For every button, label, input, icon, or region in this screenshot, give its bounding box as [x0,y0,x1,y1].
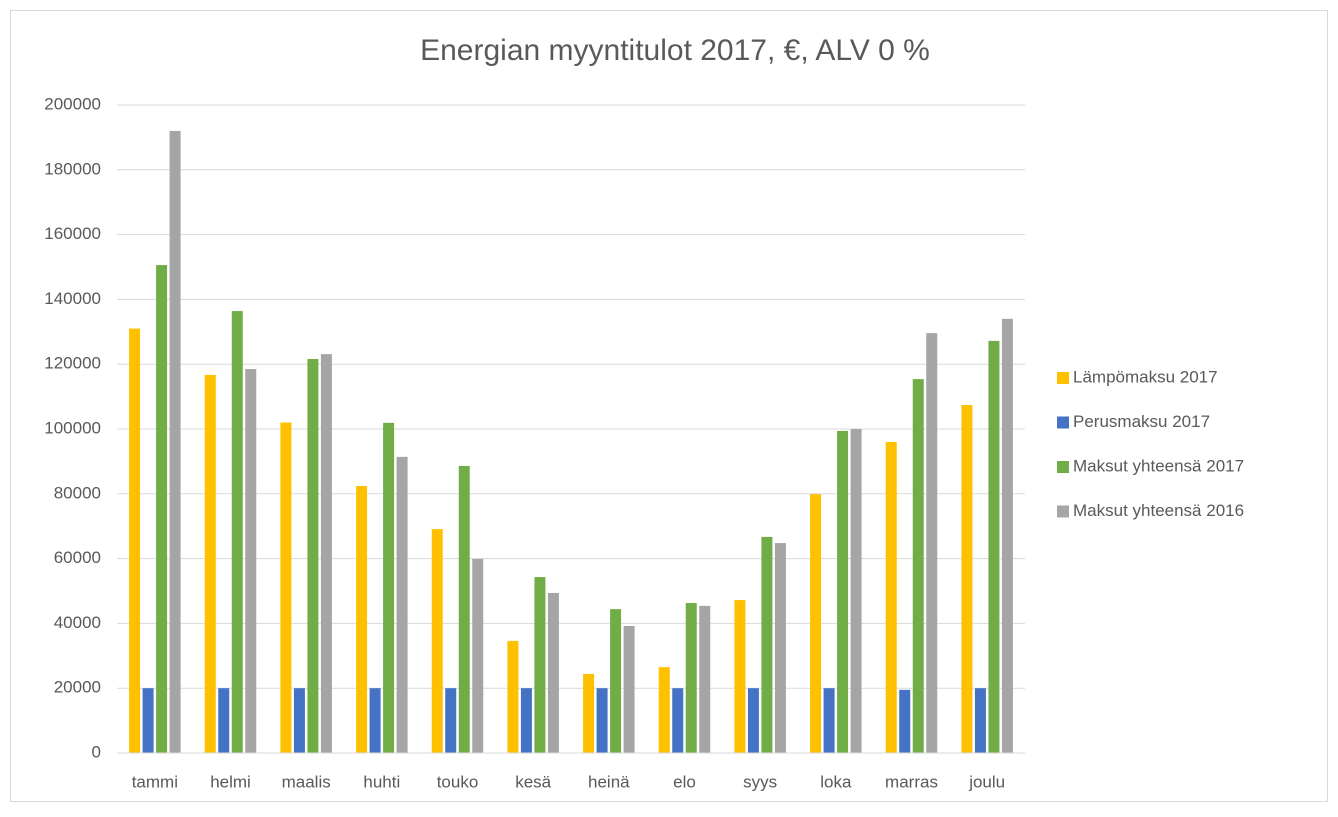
bar [823,688,835,753]
bar [623,625,635,753]
y-tick-label: 80000 [54,483,101,502]
bar [445,688,457,753]
x-tick-label: heinä [588,772,630,791]
x-tick-label: syys [743,772,777,791]
bar [658,667,670,753]
bar [837,430,849,753]
bar [356,486,368,753]
bar [774,543,786,753]
bar [988,340,1000,753]
x-tick-label: huhti [363,772,400,791]
bar [142,688,154,753]
x-tick-label: kesä [515,772,551,791]
bar [547,592,559,753]
bar [472,558,484,753]
x-tick-label: loka [820,772,852,791]
bar [610,609,622,753]
bar [926,333,938,753]
legend-label: Maksut yhteensä 2017 [1073,456,1244,475]
bar [169,130,181,754]
bar [156,265,168,753]
x-tick-label: maalis [282,772,331,791]
bar [685,602,697,753]
bar [458,465,470,753]
bar [1001,318,1013,753]
legend-swatch [1057,461,1069,473]
y-tick-label: 40000 [54,613,101,632]
bar [129,328,141,753]
chart-title: Energian myyntitulot 2017, €, ALV 0 % [420,34,930,67]
bar [396,456,408,753]
bar [204,374,216,753]
y-tick-label: 200000 [44,94,101,113]
y-tick-label: 120000 [44,354,101,373]
bar [761,536,773,753]
bar [899,689,911,753]
legend-swatch [1057,372,1069,384]
bar [961,405,973,753]
bar [231,311,243,753]
bar [280,422,292,753]
bar [245,369,257,753]
bar [912,379,924,753]
y-tick-label: 60000 [54,548,101,567]
bar [520,688,532,753]
bar [320,354,332,753]
bar [699,605,711,753]
legend-label: Maksut yhteensä 2016 [1073,501,1244,520]
y-tick-label: 100000 [44,418,101,437]
bar [885,441,897,753]
x-tick-label: elo [673,772,696,791]
x-tick-label: marras [885,772,938,791]
bar [850,429,862,753]
bar [596,688,608,753]
bar [583,673,595,753]
bar [431,529,443,753]
bar [369,688,381,753]
bar [383,422,395,753]
bar [507,640,519,753]
bar [534,577,546,753]
bar [974,688,986,753]
y-tick-label: 20000 [54,678,101,697]
legend-label: Perusmaksu 2017 [1073,412,1210,431]
legend-swatch [1057,505,1069,518]
x-tick-label: tammi [132,772,178,791]
bar [747,688,759,753]
legend-label: Lämpömaksu 2017 [1073,367,1218,386]
y-tick-label: 0 [92,742,101,761]
x-tick-label: touko [437,772,479,791]
bar [307,359,319,753]
y-tick-label: 180000 [44,159,101,178]
bar [293,688,305,753]
x-tick-label: joulu [968,772,1005,791]
y-tick-label: 140000 [44,289,101,308]
bar [810,494,822,753]
bar [672,688,684,753]
x-tick-label: helmi [210,772,251,791]
legend-swatch [1057,416,1069,429]
y-tick-label: 160000 [44,224,101,243]
bar [218,688,230,753]
bar [734,600,746,753]
